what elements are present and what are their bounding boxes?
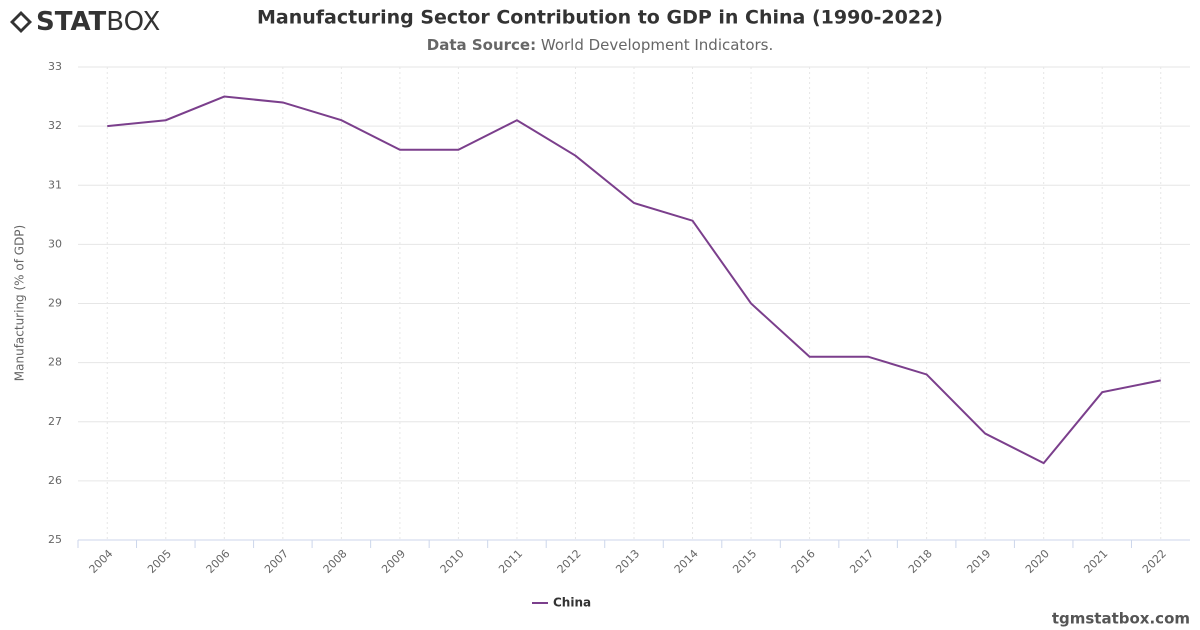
x-tick-label: 2011 bbox=[496, 547, 525, 576]
logo-icon bbox=[10, 11, 32, 33]
y-tick-label: 31 bbox=[48, 178, 62, 191]
x-tick-label: 2008 bbox=[321, 547, 350, 576]
subtitle-text: World Development Indicators. bbox=[541, 36, 773, 54]
x-tick-label: 2013 bbox=[613, 547, 642, 576]
x-tick-label: 2018 bbox=[906, 547, 935, 576]
y-tick-label: 26 bbox=[48, 474, 62, 487]
footer: tgmstatbox.com bbox=[1052, 610, 1190, 628]
logo-text: STATBOX bbox=[36, 7, 160, 37]
x-tick-label: 2016 bbox=[789, 547, 818, 576]
y-tick-label: 30 bbox=[48, 237, 62, 250]
x-tick-label: 2010 bbox=[438, 547, 467, 576]
x-tick-label: 2020 bbox=[1023, 547, 1052, 576]
logo: STATBOX bbox=[10, 7, 160, 37]
x-tick-label: 2009 bbox=[379, 547, 408, 576]
x-tick-label: 2014 bbox=[672, 547, 701, 576]
x-tick-label: 2004 bbox=[87, 547, 116, 576]
x-tick-label: 2012 bbox=[555, 547, 584, 576]
y-axis-label: Manufacturing (% of GDP) bbox=[13, 225, 27, 381]
legend-label: China bbox=[553, 596, 591, 610]
x-tick-label: 2007 bbox=[262, 547, 291, 576]
x-tick-label: 2015 bbox=[730, 547, 759, 576]
logo-light: BOX bbox=[106, 7, 160, 37]
y-tick-label: 27 bbox=[48, 415, 62, 428]
y-tick-label: 32 bbox=[48, 119, 62, 132]
x-tick-label: 2005 bbox=[145, 547, 174, 576]
x-tick-label: 2021 bbox=[1081, 547, 1110, 576]
x-tick-label: 2022 bbox=[1140, 547, 1169, 576]
x-tick-label: 2006 bbox=[204, 547, 233, 576]
y-tick-label: 28 bbox=[48, 356, 62, 369]
x-tick-label: 2019 bbox=[964, 547, 993, 576]
y-tick-label: 25 bbox=[48, 533, 62, 546]
logo-bold: STAT bbox=[36, 7, 107, 37]
x-tick-label: 2017 bbox=[847, 547, 876, 576]
chart-title: Manufacturing Sector Contribution to GDP… bbox=[257, 7, 943, 29]
chart-subtitle: Data Source: World Development Indicator… bbox=[427, 36, 774, 54]
y-tick-label: 29 bbox=[48, 297, 62, 310]
subtitle-label: Data Source: bbox=[427, 36, 536, 54]
line-series bbox=[107, 95, 1161, 465]
y-tick-label: 33 bbox=[48, 60, 62, 73]
